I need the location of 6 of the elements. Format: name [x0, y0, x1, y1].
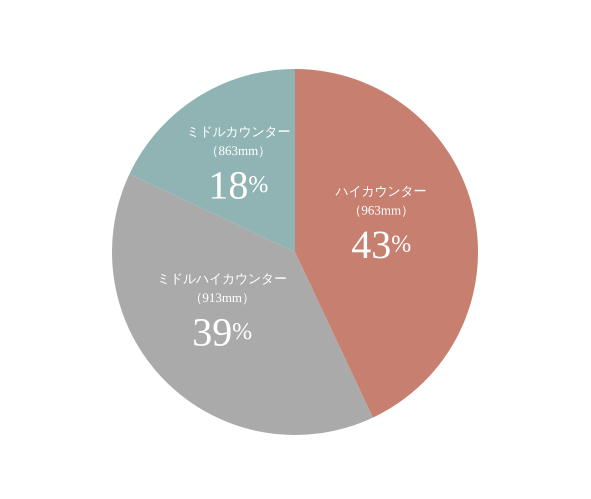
data-label: 39%: [192, 309, 252, 354]
slice-label: ハイカウンター（963mm）: [334, 183, 427, 218]
slice-label: ミドルハイカウンター（913mm）: [157, 270, 288, 305]
data-label: 18%: [208, 162, 268, 208]
slice-label: ミドルカウンター（863mm）: [186, 124, 290, 158]
data-label: 43%: [351, 222, 412, 267]
